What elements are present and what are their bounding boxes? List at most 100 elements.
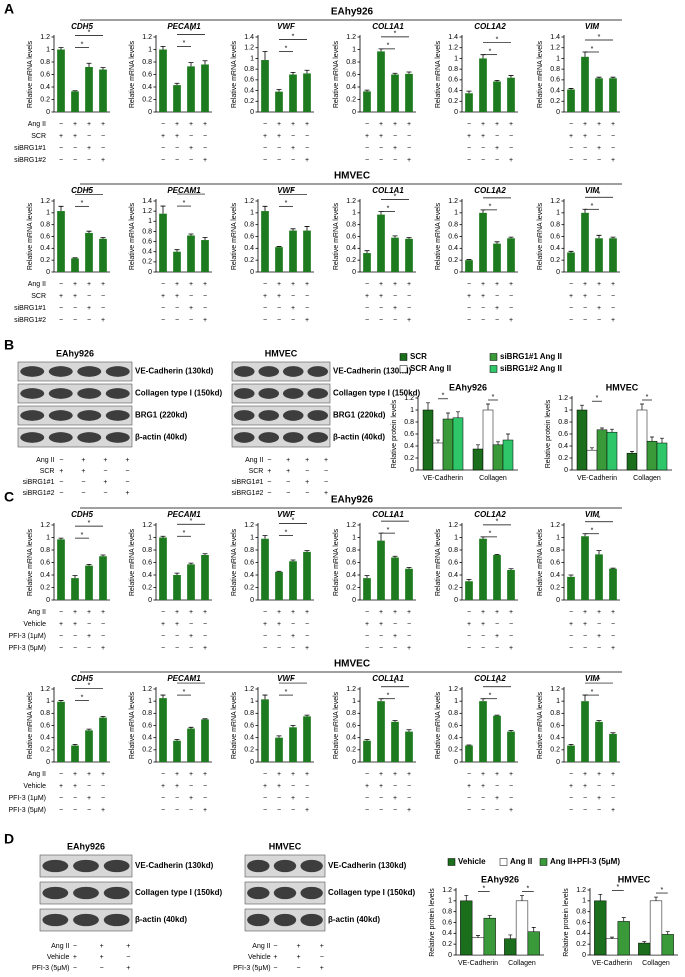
condition-sign: + [365, 133, 369, 140]
condition-sign: + [583, 621, 587, 628]
blot-band-label: VE-Cadherin (130kd) [333, 367, 412, 376]
condition-sign: − [407, 305, 411, 312]
y-tick-label: 1 [250, 534, 254, 541]
y-tick-label: 1 [46, 210, 50, 217]
condition-sign: − [263, 317, 267, 324]
condition-sign: − [467, 281, 471, 288]
condition-sign: − [291, 293, 295, 300]
error-bar [262, 694, 268, 700]
y-tick-label: 0.2 [244, 747, 254, 754]
blot-band [77, 432, 102, 443]
blot-band [307, 366, 329, 377]
y-tick-label: 1.2 [346, 522, 356, 529]
condition-sign: − [161, 645, 165, 652]
error-bar [508, 729, 514, 732]
condition-sign: − [481, 305, 485, 312]
error-bar [174, 739, 180, 741]
error-bar [464, 895, 469, 901]
condition-sign: + [297, 954, 301, 961]
condition-sign: + [597, 633, 601, 640]
y-tick-label: 0.8 [40, 710, 50, 717]
bar [432, 442, 444, 471]
y-tick-label: 0.6 [404, 431, 414, 438]
condition-sign: − [101, 293, 105, 300]
condition-sign: − [583, 795, 587, 802]
blot-band-label: β-actin (40kd) [135, 915, 187, 924]
error-bar [58, 205, 64, 212]
error-bar [202, 718, 208, 720]
bar [57, 49, 65, 112]
y-tick-label: 0 [250, 759, 254, 766]
condition-sign: − [286, 479, 290, 486]
condition-sign: − [161, 281, 165, 288]
condition-sign: + [569, 133, 573, 140]
legend-swatch [539, 858, 548, 866]
bar [275, 571, 283, 600]
y-tick-label: 0.2 [142, 584, 152, 591]
condition-sign: − [59, 145, 63, 152]
condition-sign: − [481, 145, 485, 152]
y-tick-label: 0.2 [40, 96, 50, 103]
error-bar [654, 896, 658, 901]
condition-sign: − [509, 293, 513, 300]
error-bar [508, 934, 513, 939]
y-tick-label: 1.2 [40, 34, 50, 41]
significance-label: * [81, 532, 84, 539]
condition-sign: − [379, 795, 383, 802]
blot-band [247, 913, 270, 927]
bar [405, 731, 413, 762]
error-bar [160, 205, 166, 214]
significance-label: * [489, 49, 492, 56]
condition-sign: − [305, 633, 309, 640]
error-bar [364, 250, 370, 254]
legend-label: SCR [410, 352, 427, 361]
condition-sign: − [291, 621, 295, 628]
condition-sign: − [101, 621, 105, 628]
condition-sign: − [175, 145, 179, 152]
condition-sign: + [277, 783, 281, 790]
condition-sign: − [320, 954, 324, 961]
condition-sign: − [175, 157, 179, 164]
condition-sign: − [73, 317, 77, 324]
bar [471, 937, 485, 956]
error-bar [290, 559, 296, 562]
blot-title: HMVEC [265, 348, 298, 358]
y-tick-label: 1 [250, 55, 254, 62]
y-tick-label: 0.8 [244, 222, 254, 229]
condition-label: siBRG1#1 [14, 305, 46, 312]
condition-sign: − [189, 157, 193, 164]
condition-sign: − [161, 305, 165, 312]
bar [581, 56, 589, 112]
condition-sign: − [569, 645, 573, 652]
condition-label: Ang II [252, 943, 270, 950]
bar [567, 576, 575, 600]
condition-sign: + [189, 633, 193, 640]
y-tick-label: 0.8 [40, 222, 50, 229]
chart-title: HMVEC [606, 382, 639, 392]
bar [586, 449, 598, 471]
condition-sign: − [509, 305, 513, 312]
legend-swatch [499, 858, 508, 866]
condition-sign: − [509, 783, 513, 790]
condition-sign: + [125, 457, 129, 464]
bar [159, 698, 167, 762]
condition-sign: − [263, 305, 267, 312]
condition-sign: − [481, 795, 485, 802]
condition-sign: − [569, 609, 573, 616]
significance-label: * [387, 693, 390, 700]
bar [289, 74, 297, 112]
condition-sign: + [263, 783, 267, 790]
error-bar [446, 412, 450, 419]
error-bar [86, 563, 92, 566]
y-tick-label: 0 [46, 759, 50, 766]
condition-sign: + [481, 783, 485, 790]
bar [493, 243, 501, 272]
x-tick-label: Collagen [642, 960, 670, 967]
error-bar [160, 535, 166, 538]
error-bar [531, 927, 536, 932]
condition-sign: + [481, 281, 485, 288]
chart-title: COL1A1 [372, 510, 404, 519]
error-bar [378, 532, 384, 541]
condition-sign: + [161, 293, 165, 300]
y-tick-label: 1.4 [550, 34, 560, 41]
